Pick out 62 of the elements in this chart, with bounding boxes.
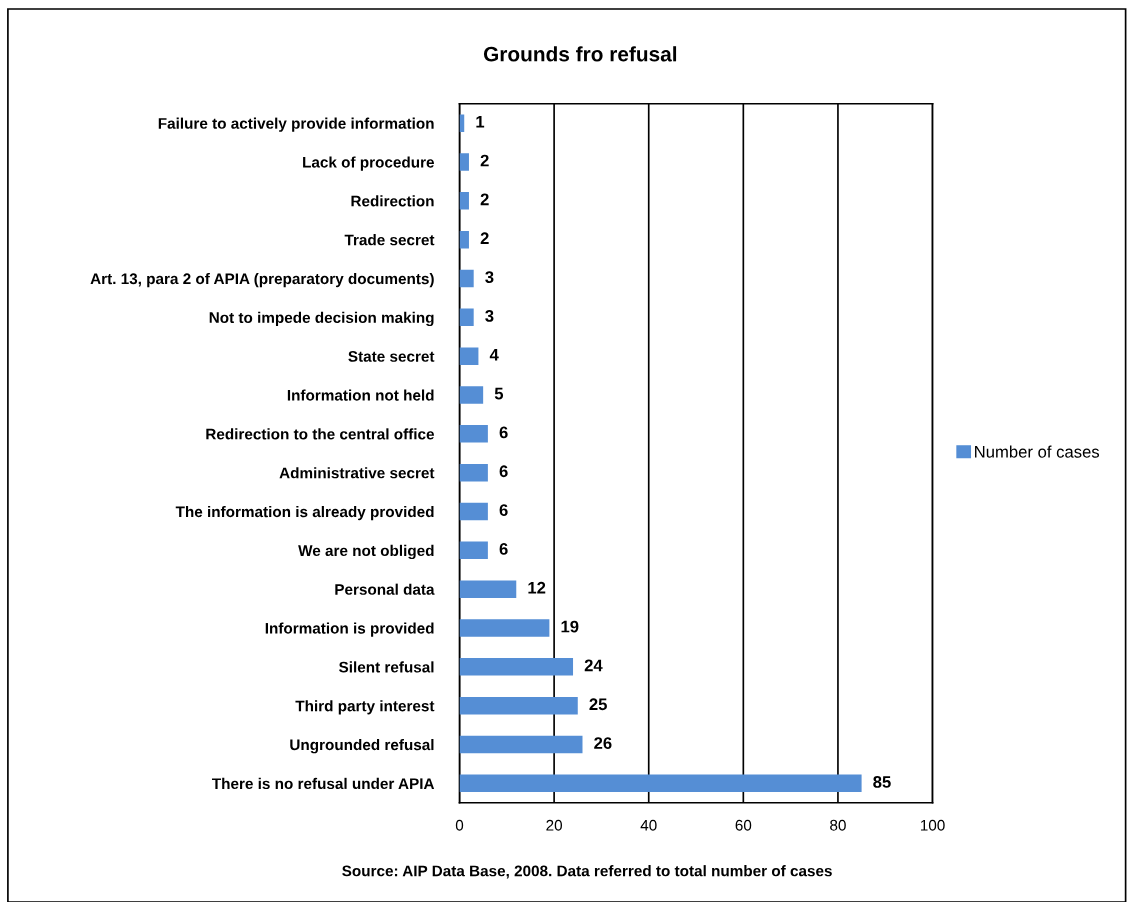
- bar: [459, 347, 479, 365]
- data-label: 19: [561, 620, 579, 633]
- y-tick-label: Silent refusal: [339, 661, 434, 673]
- data-label: 3: [485, 271, 494, 283]
- bar: [459, 463, 488, 482]
- y-tick-label: Ungrounded refusal: [290, 738, 434, 754]
- y-tick-label: Art. 13, para 2 of APIA (preparatory documents): [90, 272, 434, 288]
- bar: [459, 619, 550, 637]
- data-label: 6: [499, 543, 508, 555]
- x-tick-label: 60: [735, 819, 752, 831]
- y-tick-label: Third party interest: [295, 700, 435, 715]
- y-tick-label: Not to impede decision making: [209, 311, 434, 327]
- x-tick-label: 80: [830, 819, 846, 831]
- x-tick-label: 0: [455, 819, 464, 831]
- y-tick-label: We are not obliged: [298, 544, 434, 560]
- bar: [459, 153, 469, 171]
- data-label: 24: [584, 659, 603, 672]
- data-label: 85: [873, 776, 891, 788]
- bar: [459, 502, 488, 521]
- data-label: 4: [489, 349, 499, 361]
- chart-title: Grounds fro refusal: [483, 46, 677, 62]
- legend-label: Number of cases: [975, 445, 1100, 458]
- y-tick-label: The information is already provided: [175, 505, 434, 521]
- bar: [459, 269, 474, 288]
- y-tick-label: Redirection to the central office: [206, 428, 434, 440]
- bar: [459, 308, 474, 327]
- source-note: Source: AIP Data Base, 2008. Data referred to total number of cases: [342, 865, 832, 879]
- y-tick-label: Information not held: [287, 389, 434, 401]
- bar: [459, 541, 488, 560]
- data-label: 12: [528, 581, 546, 594]
- data-label: 6: [499, 426, 508, 439]
- y-tick-label: Administrative secret: [279, 467, 435, 479]
- data-label: 1: [476, 115, 485, 128]
- x-tick-label: 40: [640, 819, 657, 831]
- bar: [459, 696, 578, 715]
- y-tick-label: Trade secret: [344, 234, 435, 246]
- data-label: 2: [480, 232, 489, 244]
- y-tick-label: There is no refusal under APIA: [211, 777, 435, 790]
- bar: [459, 580, 517, 598]
- bar: [459, 192, 469, 210]
- y-tick-label: Information is provided: [265, 622, 434, 637]
- data-label: 3: [485, 310, 494, 322]
- bar: [459, 774, 862, 793]
- y-tick-label: State secret: [348, 351, 435, 362]
- y-tick-label: Personal data: [335, 583, 435, 595]
- data-label: 26: [594, 737, 612, 749]
- bar: [459, 735, 583, 754]
- y-tick-label: Lack of procedure: [303, 156, 434, 171]
- bar: [459, 230, 469, 249]
- data-label: 5: [494, 387, 504, 400]
- y-tick-label: Failure to actively provide information: [158, 117, 434, 132]
- data-label: 2: [480, 154, 489, 167]
- data-label: 6: [499, 465, 508, 478]
- data-label: 25: [589, 698, 607, 711]
- bar: [459, 425, 488, 443]
- bar: [459, 658, 574, 676]
- x-tick-label: 20: [546, 819, 563, 831]
- data-label: 2: [480, 193, 489, 206]
- data-label: 6: [499, 504, 508, 516]
- bar: [459, 386, 484, 404]
- y-tick-label: Redirection: [351, 195, 434, 207]
- x-tick-label: 100: [920, 819, 945, 831]
